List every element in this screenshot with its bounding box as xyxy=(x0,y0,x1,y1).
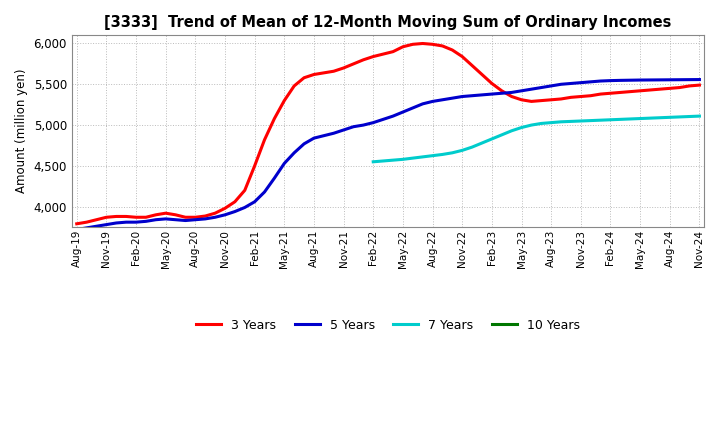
Title: [3333]  Trend of Mean of 12-Month Moving Sum of Ordinary Incomes: [3333] Trend of Mean of 12-Month Moving … xyxy=(104,15,672,30)
Y-axis label: Amount (million yen): Amount (million yen) xyxy=(15,69,28,194)
Legend: 3 Years, 5 Years, 7 Years, 10 Years: 3 Years, 5 Years, 7 Years, 10 Years xyxy=(191,314,585,337)
